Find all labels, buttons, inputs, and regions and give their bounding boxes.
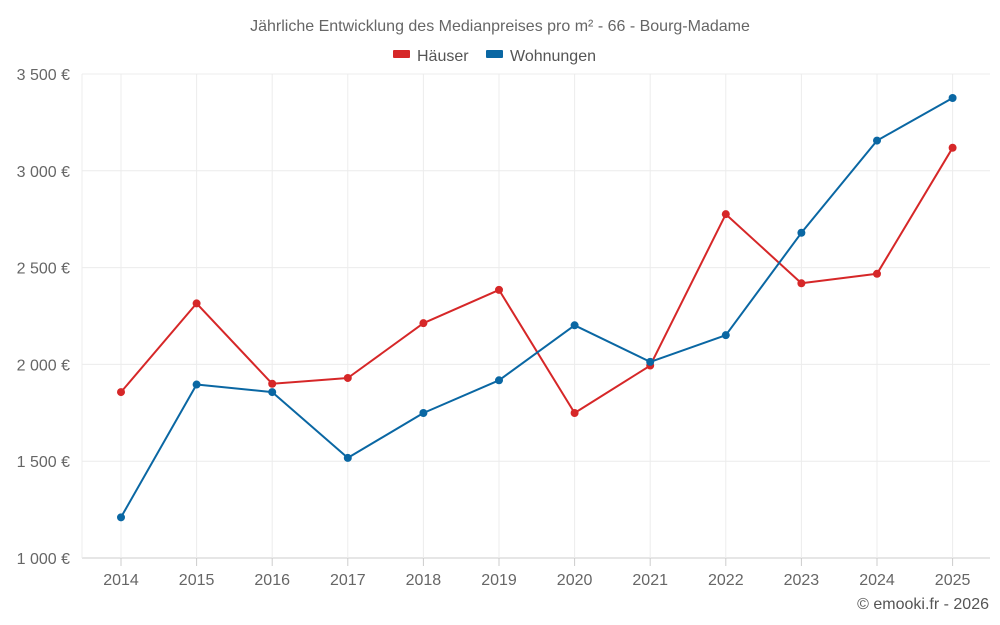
data-point-haeuser[interactable]: [495, 285, 503, 294]
data-point-haeuser[interactable]: [343, 373, 352, 382]
series-haeuser: [117, 143, 957, 417]
y-tick-label: 2 500 €: [17, 261, 70, 278]
x-tick-label: 2015: [179, 572, 215, 589]
y-tick-label: 1 000 €: [17, 551, 70, 568]
x-tick-label: 2014: [103, 572, 139, 589]
data-point-haeuser[interactable]: [419, 319, 428, 328]
data-point-wohnungen[interactable]: [873, 136, 881, 145]
data-point-haeuser[interactable]: [948, 143, 957, 152]
legend-label-wohnungen: Wohnungen: [510, 48, 596, 65]
data-point-haeuser[interactable]: [873, 269, 881, 278]
series-layer: [117, 94, 957, 522]
data-point-haeuser[interactable]: [721, 210, 730, 219]
legend: Häuser Wohnungen: [393, 48, 596, 65]
data-point-wohnungen[interactable]: [797, 228, 806, 237]
legend-item-wohnungen[interactable]: Wohnungen: [486, 48, 596, 65]
series-wohnungen: [117, 94, 957, 522]
data-point-wohnungen[interactable]: [570, 321, 579, 330]
legend-swatch-haeuser: [393, 50, 410, 58]
x-tick-label: 2021: [632, 572, 668, 589]
legend-swatch-wohnungen: [486, 50, 503, 58]
series-line-wohnungen: [120, 97, 954, 519]
legend-label-haeuser: Häuser: [417, 48, 469, 65]
x-tick-label: 2017: [330, 572, 366, 589]
series-line-haeuser: [120, 146, 954, 414]
data-point-haeuser[interactable]: [192, 299, 201, 308]
credit-text: © emooki.fr - 2026: [857, 596, 989, 613]
data-point-wohnungen[interactable]: [268, 388, 277, 397]
y-tick-label: 3 500 €: [17, 67, 70, 84]
data-point-wohnungen[interactable]: [419, 408, 428, 417]
x-tick-label: 2025: [935, 572, 971, 589]
x-tick-label: 2023: [784, 572, 820, 589]
data-point-wohnungen[interactable]: [343, 453, 352, 462]
data-point-haeuser[interactable]: [117, 388, 125, 397]
data-point-wohnungen[interactable]: [721, 331, 730, 340]
data-point-wohnungen[interactable]: [192, 380, 201, 389]
legend-item-haeuser[interactable]: Häuser: [393, 48, 469, 65]
grid: [82, 73, 990, 559]
x-tick-label: 2022: [708, 572, 744, 589]
data-point-wohnungen[interactable]: [948, 94, 957, 103]
x-tick-label: 2024: [859, 572, 895, 589]
y-tick-label: 3 000 €: [17, 164, 70, 181]
y-tick-label: 2 000 €: [17, 357, 70, 374]
x-tick-label: 2018: [406, 572, 442, 589]
x-tick-label: 2020: [557, 572, 593, 589]
chart-title: Jährliche Entwicklung des Medianpreises …: [250, 18, 750, 35]
data-point-haeuser[interactable]: [570, 408, 579, 417]
x-tick-label: 2019: [481, 572, 517, 589]
data-point-wohnungen[interactable]: [117, 513, 125, 522]
y-tick-label: 1 500 €: [17, 454, 70, 471]
axes: 1 000 € 1 500 € 2 000 € 2 500 € 3 000 € 3 500…: [17, 67, 971, 589]
data-point-wohnungen[interactable]: [646, 357, 655, 366]
data-point-wohnungen[interactable]: [495, 376, 503, 385]
x-tick-label: 2016: [254, 572, 290, 589]
data-point-haeuser[interactable]: [268, 379, 277, 388]
data-point-haeuser[interactable]: [797, 279, 806, 288]
